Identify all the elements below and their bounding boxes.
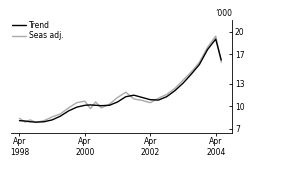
Trend [50, 119, 54, 121]
Trend [124, 96, 127, 98]
Seas adj. [18, 117, 21, 119]
Seas adj. [59, 113, 62, 115]
Trend [108, 104, 111, 106]
Seas adj. [75, 102, 78, 104]
Trend [214, 38, 217, 40]
Seas adj. [132, 98, 136, 100]
Trend [94, 104, 97, 106]
Trend [132, 94, 136, 96]
Seas adj. [23, 121, 27, 123]
Trend [75, 106, 78, 108]
Trend [89, 104, 92, 106]
Trend [149, 99, 152, 101]
Seas adj. [220, 61, 223, 63]
Seas adj. [67, 107, 70, 109]
Trend [42, 121, 46, 123]
Seas adj. [108, 103, 111, 105]
Text: ’000: ’000 [215, 9, 232, 18]
Trend [198, 64, 201, 66]
Trend [157, 99, 160, 101]
Trend [116, 101, 119, 103]
Seas adj. [190, 71, 193, 73]
Line: Trend: Trend [20, 39, 221, 122]
Trend [206, 49, 209, 51]
Seas adj. [50, 116, 54, 118]
Seas adj. [149, 102, 152, 104]
Seas adj. [100, 107, 103, 109]
Seas adj. [89, 108, 92, 110]
Trend [59, 115, 62, 117]
Trend [34, 121, 38, 123]
Trend [23, 120, 27, 122]
Trend [140, 96, 144, 98]
Trend [220, 59, 223, 61]
Seas adj. [198, 61, 201, 63]
Trend [165, 96, 168, 98]
Trend [18, 120, 21, 122]
Trend [100, 105, 103, 107]
Line: Seas adj.: Seas adj. [20, 36, 221, 123]
Seas adj. [140, 99, 144, 101]
Seas adj. [157, 97, 160, 99]
Trend [173, 90, 177, 92]
Seas adj. [29, 119, 32, 121]
Trend [67, 110, 70, 112]
Seas adj. [165, 94, 168, 96]
Seas adj. [42, 120, 46, 122]
Seas adj. [94, 101, 97, 103]
Seas adj. [124, 91, 127, 93]
Seas adj. [173, 87, 177, 89]
Seas adj. [116, 96, 119, 98]
Seas adj. [181, 79, 185, 81]
Trend [29, 121, 32, 123]
Seas adj. [83, 100, 87, 102]
Seas adj. [34, 122, 38, 124]
Trend [190, 73, 193, 75]
Seas adj. [214, 35, 217, 37]
Legend: Trend, Seas adj.: Trend, Seas adj. [12, 21, 64, 40]
Seas adj. [206, 46, 209, 48]
Trend [181, 82, 185, 84]
Trend [83, 104, 87, 106]
